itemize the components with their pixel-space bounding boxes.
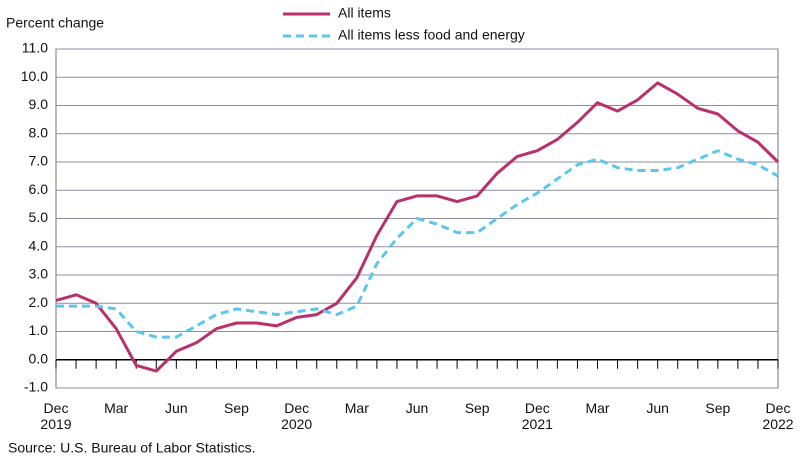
x-tick-label: Dec 2022 — [762, 400, 794, 432]
y-tick-label: 3.0 — [29, 266, 49, 282]
series-line — [55, 81, 780, 373]
legend-label: All items — [338, 5, 391, 21]
x-tick-label: Sep — [705, 400, 731, 416]
y-tick-label: 1.0 — [29, 322, 49, 338]
x-tick-label: Mar — [344, 400, 369, 416]
y-tick-label: 7.0 — [29, 153, 49, 169]
x-tick-label: Jun — [646, 400, 669, 416]
y-tick-label: 8.0 — [29, 124, 49, 140]
y-tick-label: -1.0 — [24, 379, 48, 395]
y-tick-label: 11.0 — [22, 40, 48, 56]
y-tick-label: 2.0 — [29, 294, 49, 310]
source: Source: U.S. Bureau of Labor Statistics. — [8, 440, 255, 456]
x-tick-label: Jun — [165, 400, 188, 416]
x-tick-label: Dec 2019 — [40, 400, 72, 432]
y-tick-label: 9.0 — [29, 96, 49, 112]
y-tick-label: 0.0 — [29, 350, 49, 366]
series-line — [56, 149, 779, 339]
x-tick-label: Dec 2020 — [281, 400, 313, 432]
x-tick-label: Sep — [464, 400, 490, 416]
y-tick-label: 10.0 — [21, 68, 48, 84]
x-tick-label: Jun — [405, 400, 429, 416]
x-tick-label: Mar — [585, 400, 610, 416]
y-tick-label: 4.0 — [29, 237, 49, 253]
x-tick-label: Dec 2021 — [521, 400, 553, 432]
y-tick-label: 6.0 — [29, 181, 49, 197]
legend-label: All items less food and energy — [338, 27, 525, 43]
x-tick-label: Mar — [104, 400, 129, 416]
y-axis-title: Percent change — [6, 15, 104, 31]
x-tick-label: Sep — [224, 400, 249, 416]
y-tick-label: 5.0 — [29, 209, 49, 225]
